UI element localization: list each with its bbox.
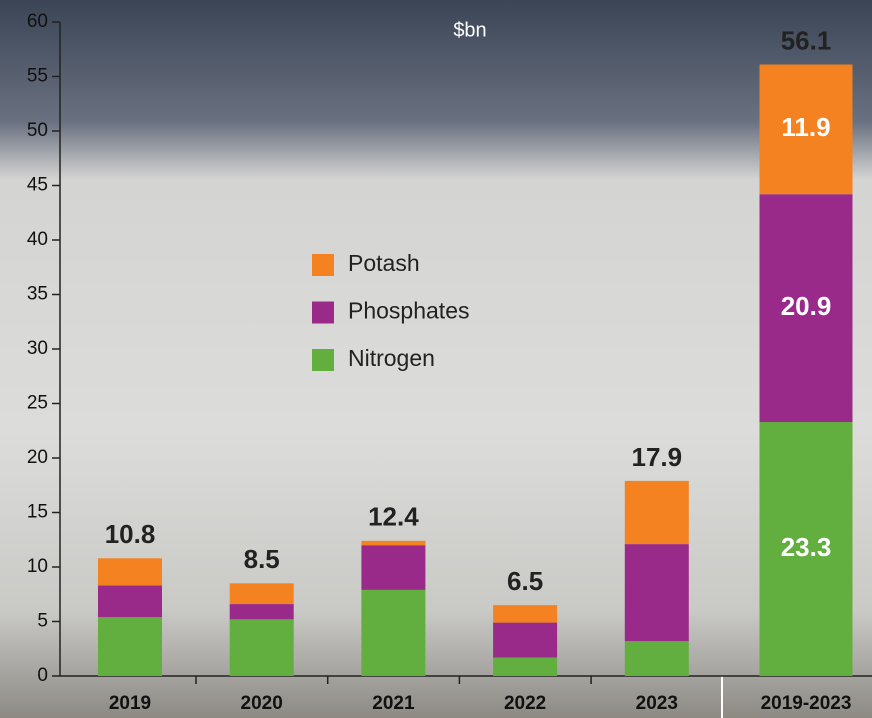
bar-segment xyxy=(98,617,162,676)
total-label: 6.5 xyxy=(507,566,543,596)
legend-label: Nitrogen xyxy=(348,345,435,371)
y-tick-label: 15 xyxy=(27,502,48,523)
bar-segment xyxy=(361,545,426,590)
y-tick-label: 5 xyxy=(37,611,48,632)
x-tick-label: 2022 xyxy=(504,693,546,714)
x-tick-label: 2019 xyxy=(109,693,151,714)
legend-swatch xyxy=(312,349,334,371)
bar-segment xyxy=(759,64,853,195)
total-label: 17.9 xyxy=(631,442,682,472)
bar-segment xyxy=(493,605,558,623)
segment-label: 23.3 xyxy=(781,532,832,562)
unit-label: $bn xyxy=(453,19,486,41)
bar-segment xyxy=(493,657,558,676)
bar-segment xyxy=(98,558,162,586)
bar-segment xyxy=(493,622,558,658)
bar-segment xyxy=(759,422,853,676)
x-tick-label: 2023 xyxy=(636,693,678,714)
bar-segment xyxy=(624,480,689,545)
y-tick-label: 60 xyxy=(27,11,48,32)
bar-segment xyxy=(624,544,689,642)
bar-segment xyxy=(361,540,426,546)
x-tick-label: 2020 xyxy=(241,693,283,714)
total-label: 56.1 xyxy=(781,25,832,55)
y-tick-label: 40 xyxy=(27,229,48,250)
y-tick-label: 25 xyxy=(27,393,48,414)
y-tick-label: 0 xyxy=(37,665,48,686)
bar-segment xyxy=(229,604,294,620)
bar-segment xyxy=(229,583,294,605)
legend-label: Phosphates xyxy=(348,298,469,324)
total-label: 8.5 xyxy=(244,544,280,574)
y-tick-label: 55 xyxy=(27,66,48,87)
bar-segment xyxy=(624,641,689,676)
bar-segment xyxy=(229,619,294,676)
bar-segment xyxy=(759,194,853,423)
total-label: 10.8 xyxy=(105,519,156,549)
y-tick-label: 10 xyxy=(27,556,48,577)
legend-label: Potash xyxy=(348,250,420,276)
y-tick-label: 30 xyxy=(27,338,48,359)
y-tick-label: 45 xyxy=(27,175,48,196)
bar-segment xyxy=(98,585,162,618)
segment-label: 11.9 xyxy=(781,112,830,142)
x-tick-label: 2021 xyxy=(372,693,415,714)
y-tick-label: 35 xyxy=(27,284,48,305)
y-tick-label: 50 xyxy=(27,120,48,141)
y-tick-label: 20 xyxy=(27,447,48,468)
bar-segment xyxy=(361,589,426,676)
legend-swatch xyxy=(312,254,334,276)
total-label: 12.4 xyxy=(368,502,419,532)
legend-swatch xyxy=(312,301,334,324)
segment-label: 20.9 xyxy=(781,291,832,321)
x-tick-label: 2019-2023 xyxy=(761,693,852,714)
